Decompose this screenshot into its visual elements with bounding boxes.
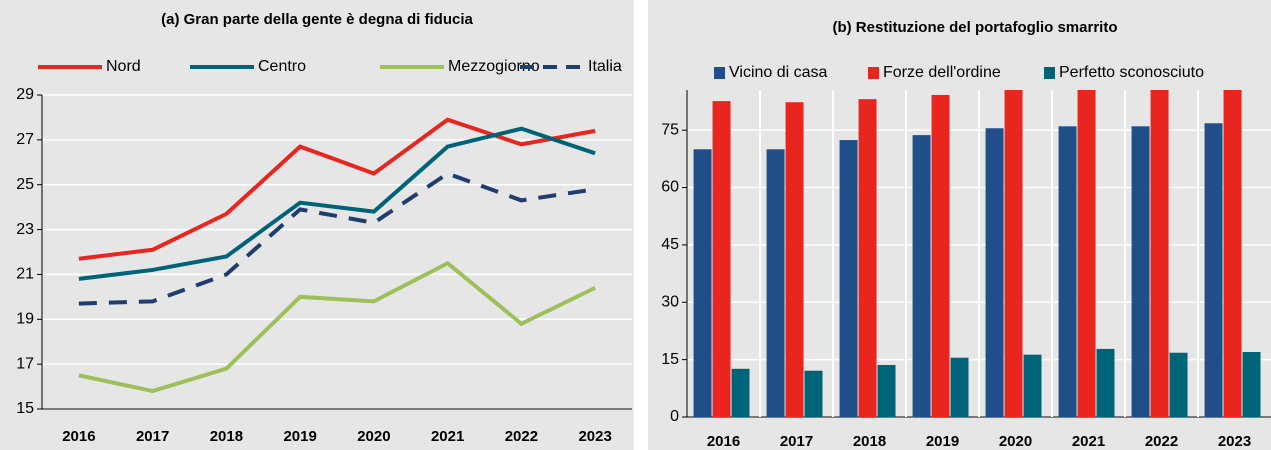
y-tick-label: 45	[661, 236, 679, 253]
bar	[839, 140, 858, 418]
bar	[766, 149, 785, 417]
x-tick-label: 2017	[136, 428, 169, 445]
bar	[712, 101, 731, 418]
legend-label: Mezzogiorno	[448, 58, 540, 75]
bar	[1169, 352, 1188, 417]
legend-label: Centro	[258, 58, 306, 75]
bar	[912, 135, 931, 417]
panel-background	[0, 0, 634, 450]
legend-label: Forze dell'ordine	[883, 64, 1001, 81]
y-tick-label: 15	[16, 400, 34, 417]
y-tick-label: 23	[16, 221, 34, 238]
x-tick-label: 2019	[283, 428, 316, 445]
x-tick-label: 2017	[780, 433, 813, 450]
x-tick-label: 2018	[210, 428, 243, 445]
bar	[1223, 90, 1242, 417]
line-series	[78, 260, 597, 394]
bar	[858, 99, 877, 417]
y-tick-label: 75	[661, 121, 679, 138]
legend-swatch	[1044, 67, 1055, 79]
x-tick-label: 2019	[926, 433, 959, 450]
bar	[931, 94, 950, 418]
x-tick-label: 2016	[62, 428, 95, 445]
x-tick-label: 2018	[853, 433, 886, 450]
legend-swatch	[868, 67, 879, 79]
x-tick-label: 2022	[1145, 433, 1178, 450]
y-tick-label: 19	[16, 311, 34, 328]
bar	[1204, 123, 1223, 417]
legend-label: Perfetto sconosciuto	[1059, 64, 1204, 81]
bar	[985, 128, 1004, 418]
bar	[1131, 126, 1150, 417]
legend-label: Vicino di casa	[729, 64, 828, 81]
bar	[950, 357, 969, 417]
y-tick-label: 29	[16, 86, 34, 103]
y-tick-label: 0	[670, 408, 679, 425]
x-tick-label: 2020	[999, 433, 1032, 450]
x-tick-label: 2023	[578, 428, 611, 445]
bar	[1077, 90, 1096, 418]
legend-label: Nord	[106, 58, 141, 75]
y-tick-label: 15	[661, 351, 679, 368]
bar	[1058, 126, 1077, 417]
x-tick-label: 2021	[1072, 433, 1105, 450]
y-tick-label: 17	[16, 355, 34, 372]
line-series	[78, 126, 596, 281]
legend-swatch	[714, 67, 725, 79]
x-tick-label: 2016	[707, 433, 740, 450]
x-tick-label: 2022	[505, 428, 538, 445]
bar	[731, 368, 750, 417]
bar	[804, 370, 823, 417]
y-tick-label: 25	[16, 176, 34, 193]
x-tick-label: 2020	[357, 428, 390, 445]
bar	[877, 364, 896, 417]
x-tick-label: 2023	[1218, 433, 1251, 450]
line-series	[78, 117, 596, 261]
legend-label: Italia	[588, 58, 622, 75]
bar	[1150, 90, 1169, 418]
chart-title: (b) Restituzione del portafoglio smarrit…	[832, 19, 1117, 36]
y-tick-label: 30	[661, 293, 679, 310]
bar	[1023, 354, 1042, 417]
bar	[1096, 348, 1115, 417]
x-tick-label: 2021	[431, 428, 464, 445]
bar	[1242, 351, 1261, 417]
y-tick-label: 27	[16, 131, 34, 148]
y-tick-label: 21	[16, 266, 34, 283]
bar	[785, 102, 804, 418]
y-tick-label: 60	[661, 179, 679, 196]
bars	[693, 90, 1261, 418]
bar	[693, 149, 712, 417]
chart-title: (a) Gran parte della gente è degna di fi…	[161, 11, 473, 28]
bar	[1004, 90, 1023, 418]
